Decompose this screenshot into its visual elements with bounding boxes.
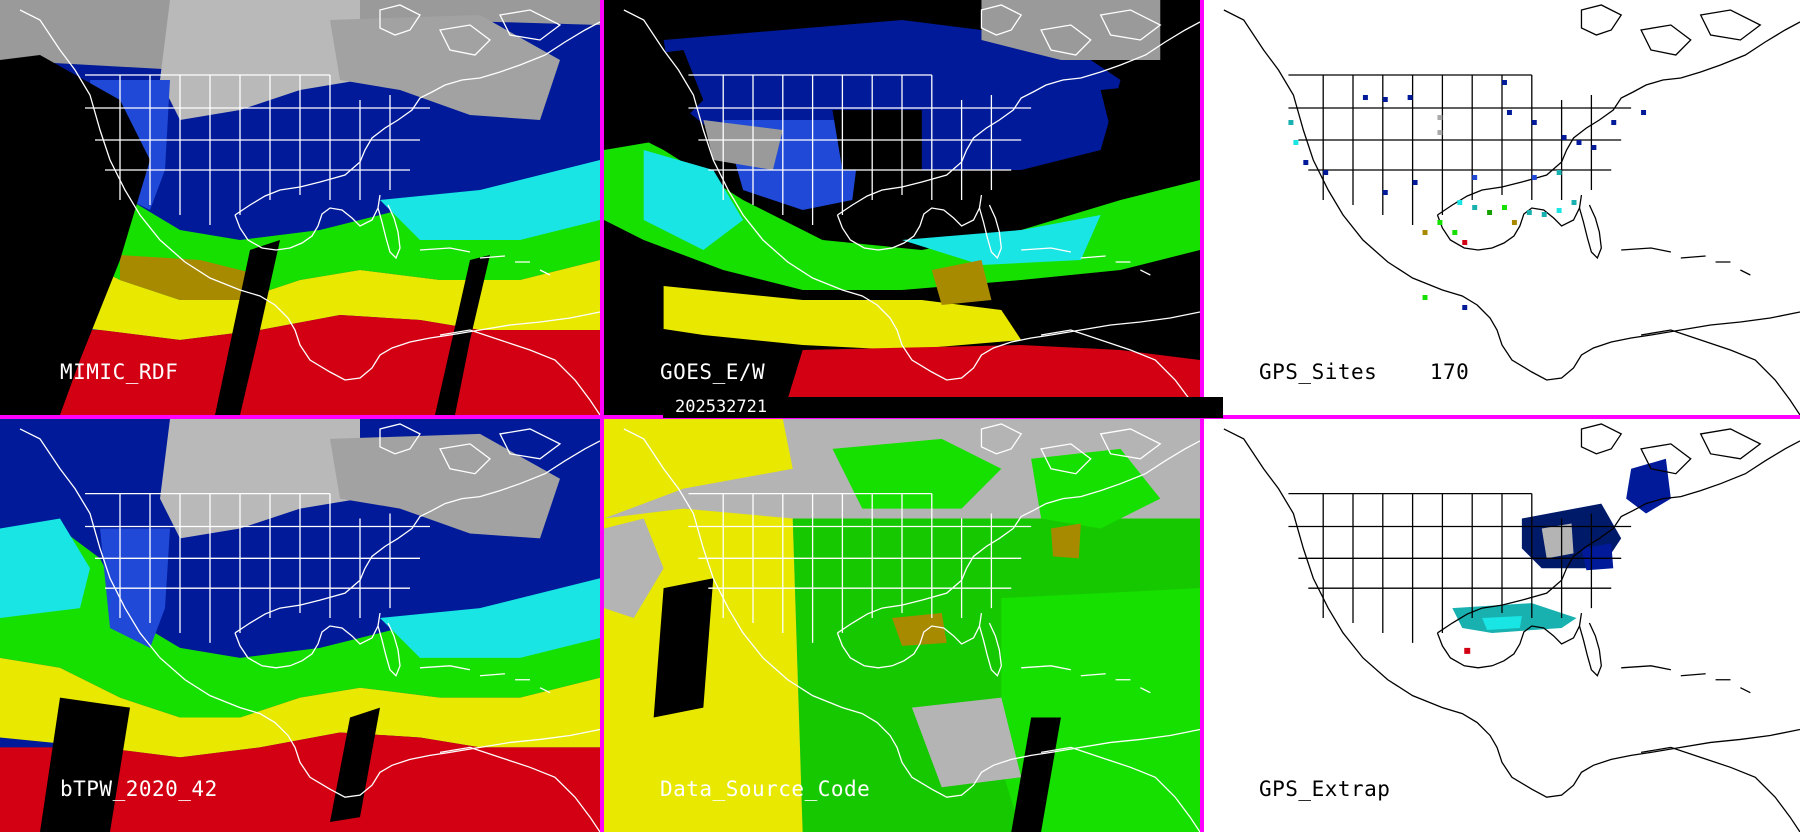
panel-label: bTPW_2020_42	[60, 777, 218, 801]
goes-map	[604, 0, 1200, 415]
timestamp-text: 202532721	[675, 397, 768, 417]
map-panel-data-source-code: Data_Source_Code	[604, 419, 1200, 832]
map-panel-gps-sites: GPS_Sites 170	[1204, 0, 1800, 415]
panel-label: Data_Source_Code	[660, 777, 871, 801]
panel-label: GOES_E/W	[660, 360, 766, 384]
gps-sites-map	[1204, 0, 1800, 415]
tpw-map	[0, 0, 600, 415]
timestamp-bar: 202532721	[663, 397, 1223, 418]
map-panel-mimic-rdf: MIMIC_RDF	[0, 0, 600, 415]
panel-label: MIMIC_RDF	[60, 360, 179, 384]
panel-label: GPS_Sites 170	[1259, 360, 1470, 384]
map-panel-gps-extrap: GPS_Extrap	[1204, 419, 1800, 832]
map-panel-btpw: bTPW_2020_42	[0, 419, 600, 832]
gps-extrap-map	[1204, 419, 1800, 832]
panel-label: GPS_Extrap	[1259, 777, 1391, 801]
map-panel-goes-ew: GOES_E/W	[604, 0, 1200, 415]
gps-site-markers	[1288, 80, 1647, 310]
btpw-map	[0, 419, 600, 832]
data-source-map	[604, 419, 1200, 832]
